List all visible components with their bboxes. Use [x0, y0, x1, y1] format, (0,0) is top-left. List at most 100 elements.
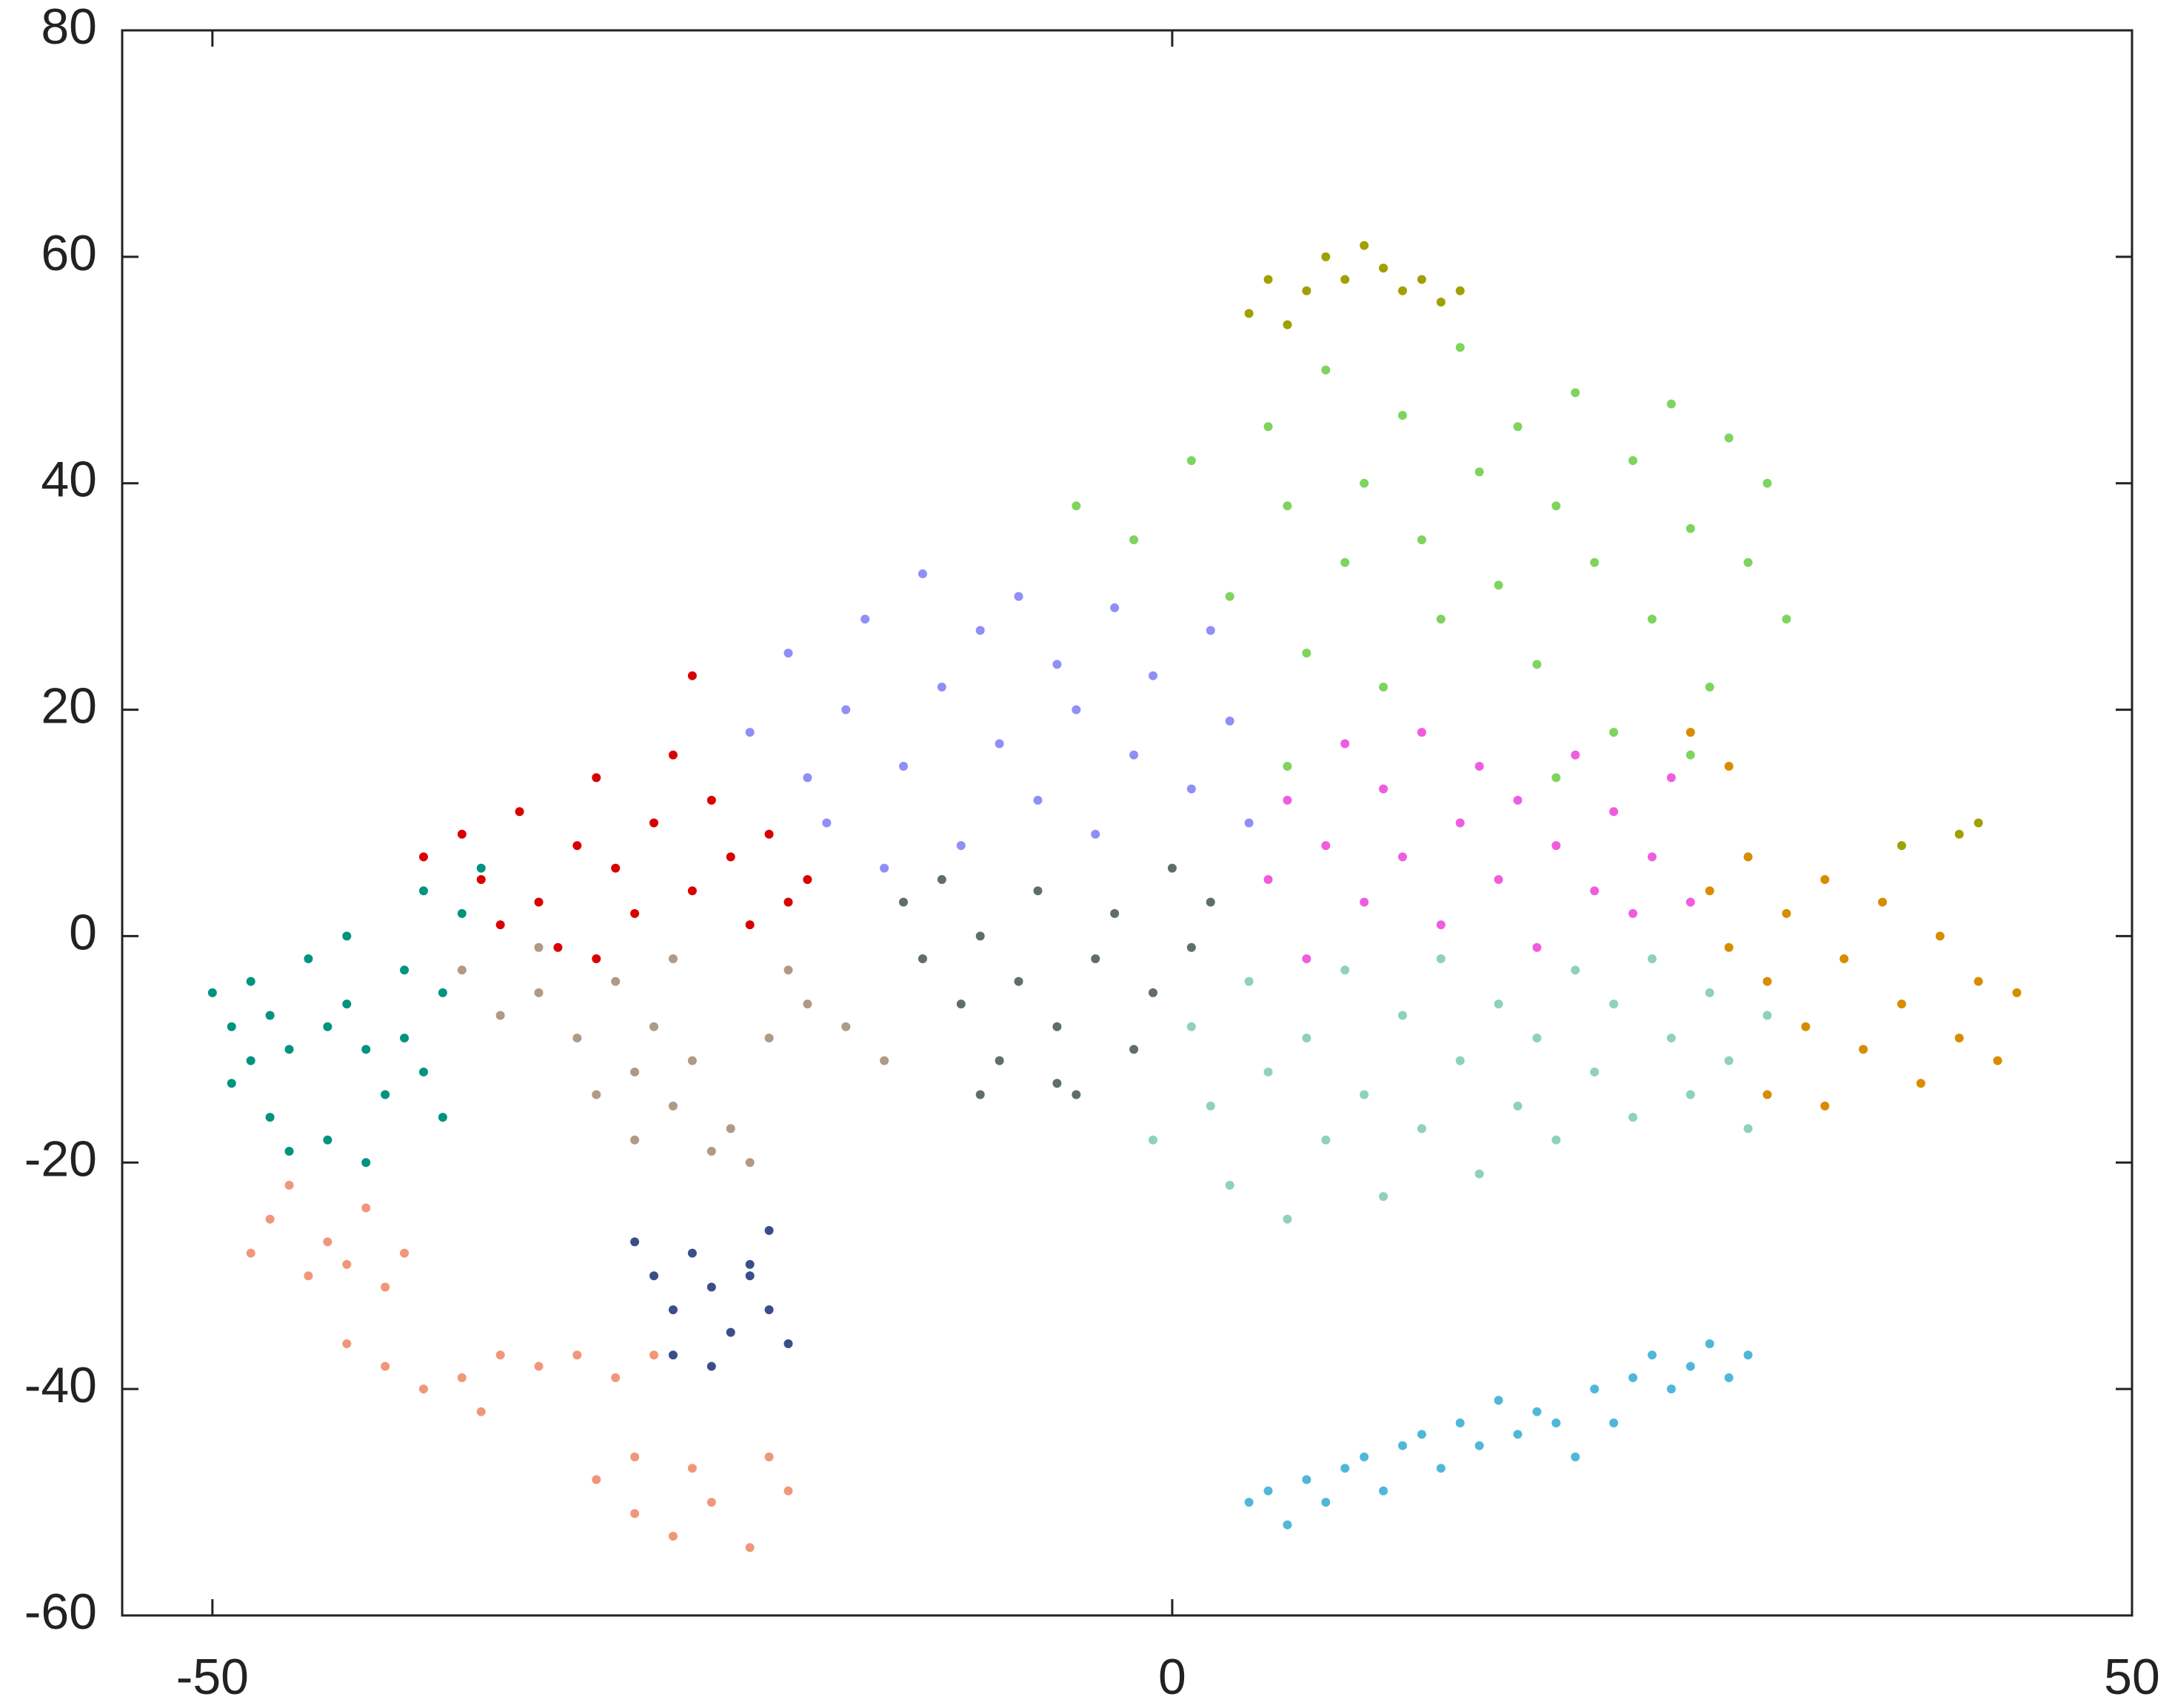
- y-tick-label: 80: [41, 0, 97, 55]
- point: [1571, 965, 1580, 975]
- point: [457, 1373, 467, 1382]
- point: [1685, 523, 1695, 533]
- point: [1397, 286, 1407, 295]
- point: [1666, 399, 1676, 409]
- point: [1513, 1430, 1523, 1439]
- point: [418, 1067, 428, 1076]
- point: [265, 1011, 275, 1020]
- point: [1609, 999, 1619, 1009]
- point: [1993, 1056, 2002, 1065]
- point: [630, 1509, 640, 1518]
- point: [1091, 954, 1100, 964]
- point: [1724, 762, 1734, 771]
- point: [861, 614, 870, 624]
- point: [1762, 977, 1772, 986]
- point: [400, 965, 410, 975]
- point: [1590, 886, 1600, 896]
- point: [381, 1362, 390, 1371]
- point: [438, 1113, 447, 1122]
- point: [1360, 1090, 1369, 1099]
- point: [649, 1022, 659, 1031]
- point: [1244, 818, 1254, 828]
- point: [284, 1146, 294, 1156]
- point: [764, 1034, 774, 1043]
- point: [1974, 818, 1983, 828]
- point: [1455, 1419, 1465, 1428]
- point: [246, 1056, 255, 1065]
- point: [687, 1248, 697, 1258]
- point: [1072, 1090, 1081, 1099]
- point: [2012, 988, 2022, 997]
- point: [1417, 1430, 1426, 1439]
- point: [1571, 388, 1580, 398]
- point: [1954, 1034, 1964, 1043]
- point: [1148, 671, 1157, 680]
- point: [880, 863, 889, 873]
- point: [418, 852, 428, 862]
- point: [342, 999, 352, 1009]
- point: [706, 1282, 716, 1292]
- point: [1072, 501, 1081, 511]
- point: [1954, 829, 1964, 839]
- point: [1532, 942, 1542, 952]
- point: [1609, 728, 1619, 737]
- point: [1321, 252, 1331, 261]
- point: [1762, 478, 1772, 488]
- point: [649, 818, 659, 828]
- point: [668, 1101, 678, 1111]
- point: [1417, 275, 1426, 284]
- point: [1762, 1011, 1772, 1020]
- point: [342, 1339, 352, 1348]
- point: [1014, 977, 1023, 986]
- point: [1532, 660, 1542, 669]
- point: [764, 1226, 774, 1236]
- point: [1743, 1124, 1753, 1133]
- point: [1551, 773, 1561, 783]
- point: [1148, 1135, 1157, 1145]
- point: [783, 1339, 793, 1348]
- point: [400, 1034, 410, 1043]
- point: [764, 829, 774, 839]
- point: [1494, 1396, 1503, 1405]
- point: [1455, 1056, 1465, 1065]
- point: [1283, 501, 1292, 511]
- point: [706, 795, 716, 805]
- point: [381, 1090, 390, 1099]
- point: [668, 750, 678, 760]
- point: [1244, 977, 1254, 986]
- point: [1206, 1101, 1215, 1111]
- point: [1263, 874, 1273, 884]
- point: [1379, 1486, 1389, 1496]
- point: [227, 1022, 236, 1031]
- point: [822, 818, 832, 828]
- point: [630, 1452, 640, 1461]
- point: [1014, 592, 1023, 601]
- point: [495, 1350, 505, 1360]
- point: [687, 1056, 697, 1065]
- point: [1647, 1350, 1657, 1360]
- point: [937, 682, 946, 691]
- point: [1916, 1079, 1925, 1088]
- point: [1052, 660, 1062, 669]
- point: [649, 1350, 659, 1360]
- point: [1647, 954, 1657, 964]
- point: [706, 1362, 716, 1371]
- point: [899, 897, 909, 907]
- point: [1513, 422, 1523, 432]
- point: [1590, 1067, 1600, 1076]
- point: [745, 728, 755, 737]
- point: [918, 569, 927, 579]
- point: [1436, 298, 1446, 307]
- point: [361, 1045, 371, 1054]
- point: [1551, 1419, 1561, 1428]
- point: [1360, 1452, 1369, 1461]
- point: [1283, 320, 1292, 329]
- point: [553, 942, 563, 952]
- point: [1820, 1101, 1830, 1111]
- point: [457, 908, 467, 918]
- point: [361, 1203, 371, 1213]
- point: [342, 1259, 352, 1269]
- point: [668, 1531, 678, 1541]
- point: [1283, 1214, 1292, 1224]
